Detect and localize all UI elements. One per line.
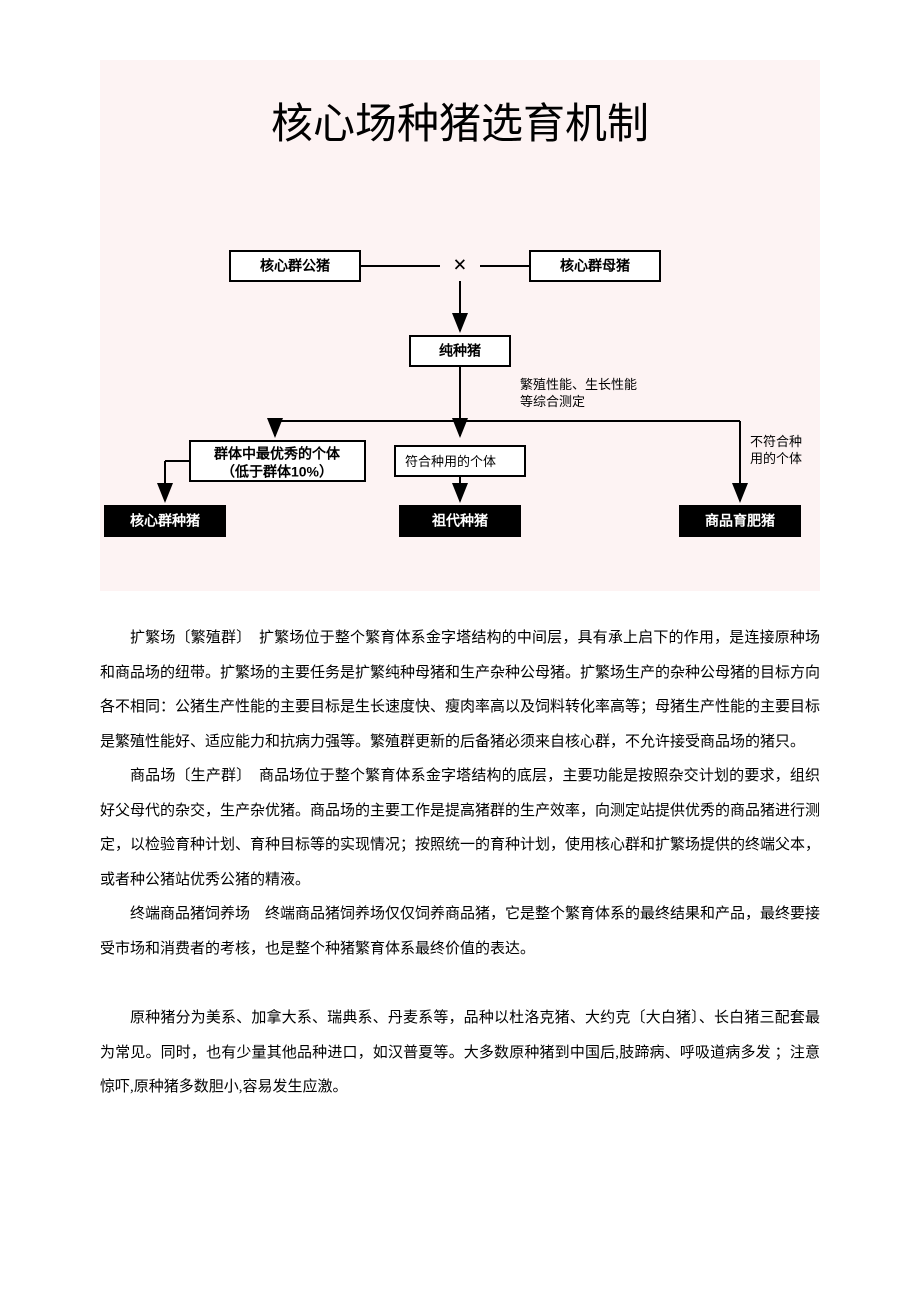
cross-symbol: × (453, 253, 467, 279)
paragraph-4: 原种猪分为美系、加拿大系、瑞典系、丹麦系等，品种以杜洛克猪、大约克〔大白猪〕、长… (100, 1001, 820, 1105)
core-female-label: 核心群母猪 (560, 258, 630, 274)
measurement-line1: 繁殖性能、生长性能 (520, 377, 637, 392)
best-individuals-line1: 群体中最优秀的个体 (213, 446, 341, 462)
unqualified-line2: 用的个体 (750, 451, 802, 466)
paragraph-1: 扩繁场〔繁殖群〕 扩繁场位于整个繁育体系金字塔结构的中间层，具有承上启下的作用，… (100, 621, 820, 759)
best-individuals-line2: （低于群体10%） (221, 464, 333, 480)
diagram-svg: 核心群公猪 × 核心群母猪 纯种猪 繁殖性能、生长性能 等综合测定 群体中最优秀… (100, 241, 820, 571)
commercial-label: 商品育肥猪 (705, 513, 775, 529)
diagram-title: 核心场种猪选育机制 (100, 60, 820, 241)
grandparent-label: 祖代种猪 (431, 513, 488, 529)
body-text: 扩繁场〔繁殖群〕 扩繁场位于整个繁育体系金字塔结构的中间层，具有承上启下的作用，… (100, 621, 820, 1105)
purebred-label: 纯种猪 (439, 343, 481, 359)
paragraph-2: 商品场〔生产群〕 商品场位于整个繁育体系金字塔结构的底层，主要功能是按照杂交计划… (100, 759, 820, 897)
paragraph-3: 终端商品猪饲养场 终端商品猪饲养场仅仅饲养商品猪，它是整个繁育体系的最终结果和产… (100, 897, 820, 966)
breeding-diagram: 核心场种猪选育机制 核心群公猪 × 核心群母猪 纯种猪 繁殖性能、生长性能 等综… (100, 60, 820, 591)
core-breed-label: 核心群种猪 (130, 513, 200, 529)
measurement-line2: 等综合测定 (520, 394, 585, 409)
core-male-label: 核心群公猪 (260, 258, 330, 274)
qualified-label: 符合种用的个体 (405, 454, 496, 469)
unqualified-line1: 不符合种 (750, 434, 802, 449)
